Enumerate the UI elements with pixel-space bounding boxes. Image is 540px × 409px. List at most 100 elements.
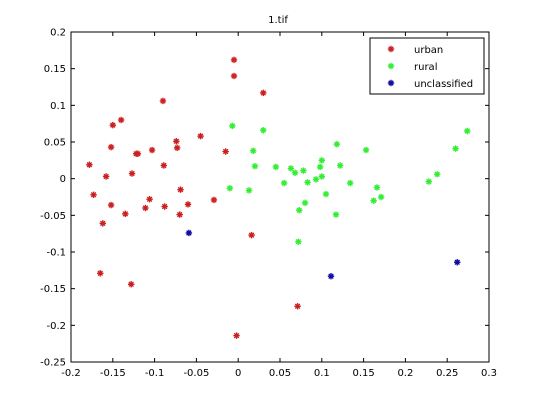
legend-marker-rural <box>387 62 395 70</box>
rural-point <box>377 193 385 201</box>
rural-point <box>287 165 295 172</box>
urban-point <box>222 148 229 155</box>
rural-point <box>464 127 471 135</box>
urban-point <box>177 186 184 193</box>
urban-point <box>97 270 104 277</box>
legend-marker-urban <box>387 45 395 53</box>
rural-point <box>301 199 309 207</box>
rural-point <box>296 207 303 214</box>
x-tick-label: 0.1 <box>314 368 330 379</box>
y-tick-label: -0.15 <box>40 284 66 295</box>
urban-point <box>148 146 156 154</box>
rural-point <box>373 184 381 191</box>
series-unclassified <box>185 229 461 280</box>
rural-point <box>362 146 370 154</box>
urban-point <box>102 173 110 180</box>
rural-point <box>347 179 354 187</box>
rural-point <box>318 173 325 180</box>
y-tick-label: 0.1 <box>50 101 66 112</box>
series-rural <box>226 122 471 245</box>
x-tick-label: 0.05 <box>269 368 291 379</box>
urban-point <box>107 201 115 209</box>
rural-point <box>300 167 307 174</box>
y-tick-label: 0.15 <box>44 64 66 75</box>
urban-point <box>109 121 116 129</box>
urban-point <box>184 201 192 208</box>
urban-point <box>99 220 106 227</box>
urban-point <box>233 332 240 339</box>
urban-point <box>176 211 183 218</box>
rural-point <box>425 178 433 185</box>
urban-point <box>90 191 97 198</box>
rural-point <box>333 141 341 148</box>
y-tick-label: 0 <box>60 174 66 185</box>
x-tick-label: 0 <box>235 368 241 379</box>
urban-point <box>161 203 168 210</box>
urban-point <box>173 144 181 152</box>
rural-point <box>452 145 459 152</box>
x-tick-label: 0.15 <box>352 368 374 379</box>
urban-point <box>173 138 180 145</box>
urban-point <box>197 132 204 140</box>
urban-point <box>260 89 267 97</box>
urban-point <box>146 196 153 203</box>
urban-point <box>117 116 125 124</box>
rural-point <box>226 185 234 192</box>
urban-point <box>294 303 301 310</box>
unclassified-point <box>454 259 461 266</box>
rural-point <box>295 238 302 245</box>
x-tick-label: -0.15 <box>100 368 126 379</box>
rural-point <box>245 187 253 194</box>
rural-point <box>304 179 311 186</box>
rural-point <box>332 211 340 218</box>
rural-point <box>433 171 441 178</box>
series-urban <box>86 56 301 339</box>
y-tick-label: -0.2 <box>46 321 66 332</box>
rural-point <box>370 197 377 204</box>
urban-point <box>210 196 218 204</box>
rural-point <box>322 190 330 198</box>
urban-point <box>248 231 255 239</box>
urban-point <box>142 204 149 212</box>
x-tick-label: -0.2 <box>61 368 81 379</box>
x-tick-label: -0.05 <box>183 368 209 379</box>
urban-point <box>107 143 115 151</box>
legend: urban rural unclassified <box>369 37 485 95</box>
urban-point <box>134 150 142 157</box>
y-tick-label: -0.25 <box>40 358 66 369</box>
urban-point <box>230 72 238 80</box>
rural-point <box>250 147 257 154</box>
y-tick-label: -0.05 <box>40 211 66 222</box>
y-tick-label: 0.2 <box>50 28 66 39</box>
rural-point <box>316 163 324 171</box>
unclassified-point <box>327 273 335 280</box>
urban-point <box>230 56 238 64</box>
rural-point <box>312 176 320 183</box>
urban-point <box>122 210 129 218</box>
x-tick-label: 0.3 <box>481 368 497 379</box>
rural-point <box>229 122 236 130</box>
unclassified-point <box>185 229 193 237</box>
y-tick-label: -0.1 <box>46 248 66 259</box>
legend-label-urban: urban <box>414 45 443 56</box>
rural-point <box>260 127 267 134</box>
urban-point <box>160 162 167 169</box>
rural-point <box>291 169 299 176</box>
y-tick-label: 0.05 <box>44 138 66 149</box>
rural-point <box>251 163 259 170</box>
chart-title: 1.tif <box>268 15 288 26</box>
urban-point <box>159 97 167 105</box>
chart-marks <box>86 56 471 339</box>
rural-point <box>318 157 325 164</box>
legend-label-rural: rural <box>414 62 437 73</box>
urban-point <box>127 281 135 288</box>
x-tick-label: -0.1 <box>145 368 165 379</box>
urban-point <box>86 161 93 168</box>
x-tick-label: 0.2 <box>397 368 413 379</box>
legend-marker-unclassified <box>387 79 395 87</box>
rural-point <box>272 163 280 171</box>
urban-point <box>128 170 136 177</box>
rural-point <box>280 179 288 187</box>
